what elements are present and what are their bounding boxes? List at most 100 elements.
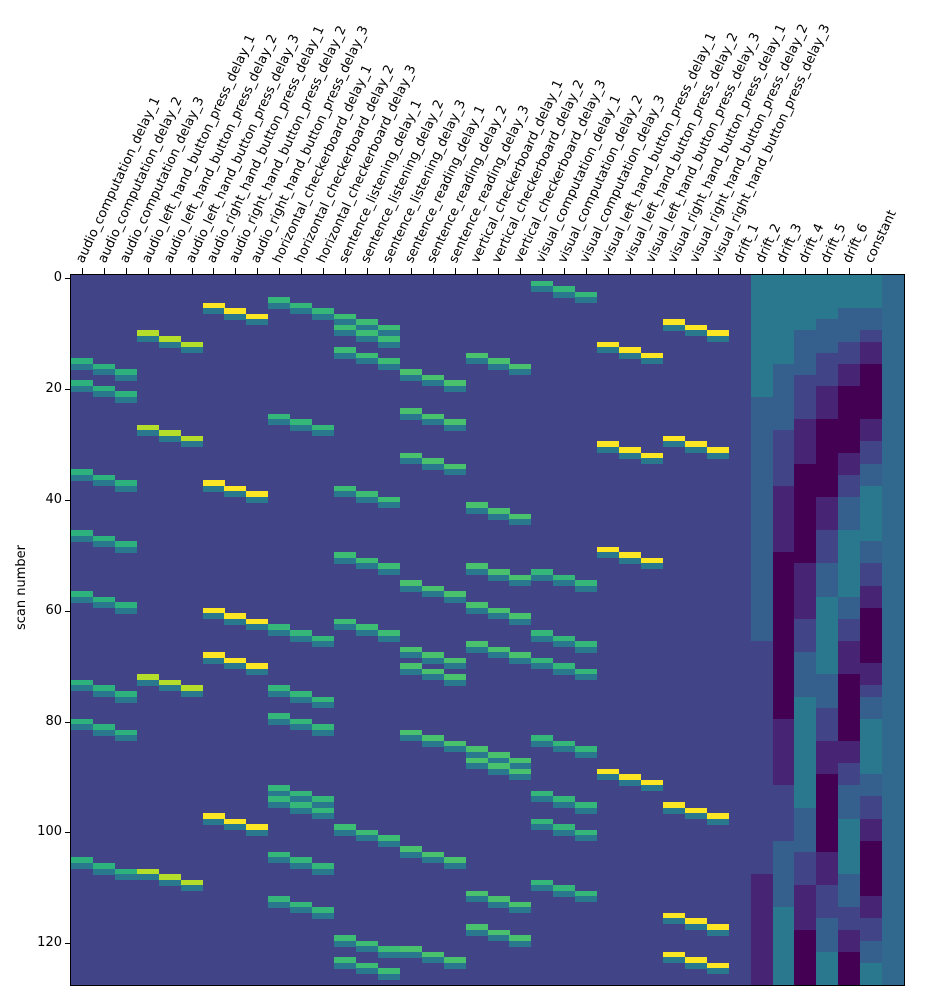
- event-block: [290, 691, 313, 698]
- event-block: [268, 413, 291, 420]
- drift-cell: [772, 408, 795, 421]
- event-block: [158, 336, 181, 343]
- drift-cell: [860, 607, 883, 620]
- drift-cell: [860, 507, 883, 520]
- drift-cell: [838, 541, 861, 554]
- drift-cell: [794, 818, 817, 831]
- event-block-tail: [290, 635, 313, 642]
- drift-cell: [772, 341, 795, 354]
- drift-cell: [860, 308, 883, 321]
- event-block: [531, 280, 554, 287]
- event-block-tail: [114, 397, 137, 404]
- event-block-tail: [268, 691, 291, 698]
- event-block: [465, 502, 488, 509]
- event-block: [355, 829, 378, 836]
- event-block: [92, 363, 115, 370]
- drift-cell: [838, 696, 861, 709]
- event-block-tail: [531, 574, 554, 581]
- drift-cell: [816, 275, 839, 287]
- drift-1-cell: [750, 785, 773, 798]
- constant-cell: [882, 363, 904, 409]
- drift-cell: [794, 485, 817, 498]
- drift-cell: [838, 596, 861, 609]
- drift-cell: [816, 441, 839, 454]
- event-block-tail: [706, 818, 729, 825]
- event-block-tail: [487, 613, 510, 620]
- drift-1-cell: [750, 718, 773, 731]
- event-block-tail: [312, 702, 335, 709]
- event-block-tail: [92, 541, 115, 548]
- event-block: [180, 685, 203, 692]
- drift-1-cell: [750, 352, 773, 365]
- event-block: [640, 779, 663, 786]
- event-block: [575, 668, 598, 675]
- event-block-tail: [246, 829, 269, 836]
- event-block-tail: [509, 618, 532, 625]
- event-block-tail: [399, 668, 422, 675]
- event-block-tail: [268, 901, 291, 908]
- event-block: [443, 957, 466, 964]
- event-block: [158, 430, 181, 437]
- drift-cell: [794, 552, 817, 565]
- drift-cell: [816, 374, 839, 387]
- event-block-tail: [597, 446, 620, 453]
- drift-cell: [860, 796, 883, 809]
- drift-cell: [794, 507, 817, 520]
- drift-cell: [860, 862, 883, 875]
- event-block: [202, 480, 225, 487]
- drift-cell: [816, 563, 839, 576]
- event-block: [662, 912, 685, 919]
- drift-cell: [816, 973, 839, 985]
- drift-cell: [772, 851, 795, 864]
- drift-cell: [772, 596, 795, 609]
- event-block-tail: [465, 568, 488, 575]
- drift-cell: [772, 330, 795, 343]
- drift-cell: [838, 763, 861, 776]
- drift-cell: [816, 496, 839, 509]
- event-block-tail: [575, 896, 598, 903]
- drift-cell: [772, 829, 795, 842]
- drift-1-cell: [750, 940, 773, 953]
- event-block: [684, 918, 707, 925]
- event-block-tail: [531, 796, 554, 803]
- event-block: [290, 790, 313, 797]
- drift-cell: [794, 951, 817, 964]
- drift-cell: [794, 297, 817, 310]
- drift-cell: [838, 286, 861, 299]
- event-block: [531, 790, 554, 797]
- event-block-tail: [334, 330, 357, 337]
- drift-1-cell: [750, 641, 773, 654]
- drift-cell: [794, 530, 817, 543]
- drift-cell: [838, 718, 861, 731]
- x-tick: [235, 268, 236, 274]
- event-block: [465, 352, 488, 359]
- event-block: [71, 469, 93, 476]
- event-block: [487, 929, 510, 936]
- drift-cell: [860, 929, 883, 942]
- constant-cell: [882, 674, 904, 720]
- event-block: [377, 336, 400, 343]
- drift-cell: [794, 286, 817, 299]
- drift-1-cell: [750, 862, 773, 875]
- drift-cell: [838, 674, 861, 687]
- event-block: [136, 674, 159, 681]
- drift-cell: [860, 973, 883, 985]
- drift-1-cell: [750, 829, 773, 842]
- event-block-tail: [246, 624, 269, 631]
- drift-cell: [860, 519, 883, 532]
- event-block: [421, 374, 444, 381]
- drift-cell: [772, 862, 795, 875]
- drift-cell: [838, 862, 861, 875]
- event-block-tail: [334, 940, 357, 947]
- event-block-tail: [509, 657, 532, 664]
- event-block-tail: [553, 291, 576, 298]
- event-block-tail: [443, 862, 466, 869]
- event-block: [706, 923, 729, 930]
- event-block-tail: [487, 757, 510, 764]
- event-block: [640, 352, 663, 359]
- drift-cell: [816, 286, 839, 299]
- drift-cell: [772, 718, 795, 731]
- event-block-tail: [399, 585, 422, 592]
- event-block: [487, 752, 510, 759]
- x-tick: [411, 268, 412, 274]
